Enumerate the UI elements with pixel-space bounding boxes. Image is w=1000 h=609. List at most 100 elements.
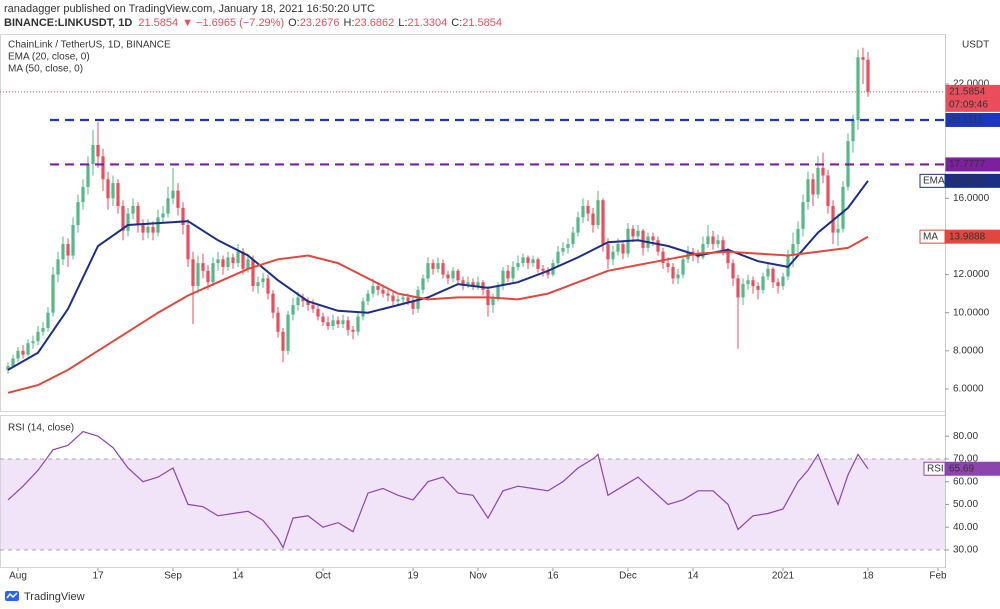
candle-body xyxy=(321,316,325,323)
y-tick-label: 80.00 xyxy=(953,431,978,442)
candle-body xyxy=(351,329,355,332)
candle-body xyxy=(731,263,735,279)
ohlc-key: C: xyxy=(451,17,462,29)
candle-body xyxy=(291,305,295,315)
candle-body xyxy=(466,282,470,285)
candle-body xyxy=(736,278,740,298)
y-tick-label: 60.00 xyxy=(953,476,978,487)
hline-label: 20.1111 xyxy=(949,115,983,126)
candle-body xyxy=(51,274,55,313)
candle-body xyxy=(166,198,170,214)
x-tick-label: Oct xyxy=(315,571,331,582)
candle-body xyxy=(816,167,820,195)
candle-body xyxy=(401,297,405,300)
candle-body xyxy=(636,230,640,237)
candle-body xyxy=(781,276,785,287)
candle-body xyxy=(841,186,845,229)
candle-body xyxy=(406,297,410,302)
publisher-line: ranadagger published on TradingView.com,… xyxy=(4,3,375,15)
candle-body xyxy=(296,297,300,306)
y-tick-label: 40.00 xyxy=(953,522,978,533)
candle-body xyxy=(146,226,150,233)
candle-body xyxy=(366,293,370,302)
candle-body xyxy=(256,282,260,287)
last-price-label: 21.5854 xyxy=(949,87,986,98)
candle-body xyxy=(651,236,655,241)
candle-body xyxy=(716,240,720,245)
candle-body xyxy=(241,251,245,269)
candle-body xyxy=(311,305,315,309)
candle-body xyxy=(341,320,345,325)
candle-body xyxy=(801,202,805,229)
candle-body xyxy=(276,312,280,332)
candle-body xyxy=(701,244,705,258)
candle-body xyxy=(171,190,175,199)
footer-brand: TradingView xyxy=(24,591,85,603)
countdown: 07:09:46 xyxy=(949,100,988,111)
candle-body xyxy=(396,299,400,302)
candle-body xyxy=(61,244,65,260)
candle-body xyxy=(706,236,710,245)
x-tick-label: 16 xyxy=(547,571,559,582)
candle-body xyxy=(751,280,755,287)
hline-label-box xyxy=(945,157,1000,172)
candle-body xyxy=(436,263,440,269)
candle-body xyxy=(681,259,685,275)
candle-body xyxy=(771,268,775,283)
candle-body xyxy=(821,167,825,176)
x-tick-label: 14 xyxy=(232,571,244,582)
candle-body xyxy=(561,247,565,252)
candle-body xyxy=(576,217,580,233)
candle-body xyxy=(91,144,95,165)
candle-body xyxy=(346,320,350,330)
ohlc-value: 21.5854 xyxy=(462,17,502,29)
candle-body xyxy=(671,266,675,279)
ohlc-key: H: xyxy=(344,17,355,29)
candle-body xyxy=(806,179,810,203)
candle-body xyxy=(796,228,800,245)
candle-body xyxy=(601,200,605,245)
ohlc-value: 23.2676 xyxy=(300,17,340,29)
candle-body xyxy=(231,257,235,264)
candle-body xyxy=(376,286,380,290)
candle-body xyxy=(306,301,310,306)
candle-body xyxy=(571,232,575,245)
candle-body xyxy=(46,312,50,328)
candle-body xyxy=(811,179,815,195)
candle-body xyxy=(181,207,185,226)
x-tick-label: 19 xyxy=(407,571,419,582)
candle-body xyxy=(566,244,570,248)
series-tag: RSI xyxy=(927,463,944,474)
candle-body xyxy=(106,179,110,199)
candle-body xyxy=(66,244,70,256)
candle-body xyxy=(326,322,330,327)
candle-body xyxy=(531,259,535,264)
x-tick-label: 17 xyxy=(92,571,104,582)
candle-body xyxy=(391,295,395,302)
candle-body xyxy=(496,286,500,298)
x-tick-label: Feb xyxy=(929,571,947,582)
series-tag: EMA xyxy=(923,175,945,186)
candle-body xyxy=(441,263,445,275)
candle-body xyxy=(6,366,10,370)
candle-body xyxy=(261,278,265,283)
candle-body xyxy=(41,327,45,332)
candle-body xyxy=(676,274,680,279)
candle-body xyxy=(556,251,560,264)
x-tick-label: Sep xyxy=(164,571,182,582)
candle-body xyxy=(741,284,745,298)
series-end-label-box xyxy=(945,173,1000,188)
candle-body xyxy=(611,251,615,260)
x-tick-label: Nov xyxy=(469,571,487,582)
candle-body xyxy=(761,276,765,290)
candle-body xyxy=(301,297,305,302)
candle-body xyxy=(581,205,585,218)
logo xyxy=(5,591,19,601)
candle-body xyxy=(271,293,275,313)
candle-body xyxy=(866,59,870,92)
legend-entry: MA (50, close, 0) xyxy=(8,64,83,75)
unit-label: USDT xyxy=(962,40,989,51)
series-end-label: 65.69 xyxy=(949,463,974,474)
y-tick-label: 70.00 xyxy=(953,454,978,465)
candle-body xyxy=(201,263,205,271)
